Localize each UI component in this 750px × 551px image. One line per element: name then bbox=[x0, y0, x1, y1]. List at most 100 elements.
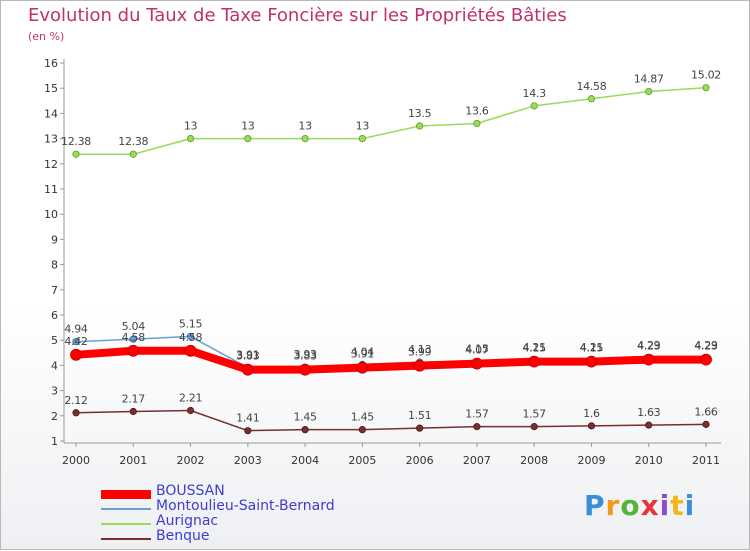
data-label: 1.6 bbox=[583, 407, 600, 420]
x-tick-label: 2007 bbox=[463, 454, 491, 467]
data-label: 1.66 bbox=[694, 405, 718, 418]
data-label: 4.15 bbox=[523, 342, 547, 355]
x-tick-label: 2011 bbox=[692, 454, 720, 467]
data-point bbox=[186, 135, 195, 143]
data-label: 4.23 bbox=[637, 340, 661, 353]
data-label: 4.23 bbox=[694, 340, 718, 353]
data-label: 2.21 bbox=[179, 392, 202, 405]
data-label: 12.38 bbox=[61, 135, 91, 148]
data-point bbox=[301, 135, 309, 143]
x-tick-label: 2004 bbox=[291, 454, 319, 467]
y-tick-label: 2 bbox=[51, 410, 58, 423]
x-tick-label: 2000 bbox=[62, 454, 90, 467]
y-tick-label: 9 bbox=[51, 233, 58, 246]
data-point bbox=[702, 420, 710, 428]
data-label: 13 bbox=[241, 120, 255, 133]
data-point bbox=[72, 409, 80, 417]
data-point bbox=[528, 355, 541, 368]
data-label: 1.41 bbox=[236, 412, 259, 425]
data-label: 1.63 bbox=[637, 406, 661, 419]
data-label: 4.21 bbox=[580, 341, 603, 354]
data-point bbox=[129, 150, 137, 158]
y-tick-label: 10 bbox=[44, 208, 58, 221]
data-point bbox=[129, 407, 137, 416]
data-point bbox=[702, 84, 710, 92]
data-label: 1.45 bbox=[293, 411, 317, 424]
data-label: 1.57 bbox=[523, 408, 547, 421]
legend-swatch bbox=[101, 489, 151, 499]
x-tick-label: 2003 bbox=[234, 454, 262, 467]
x-tick-label: 2002 bbox=[177, 454, 205, 467]
data-point bbox=[72, 150, 80, 158]
series-line-benque bbox=[75, 409, 707, 432]
data-point bbox=[186, 406, 195, 415]
data-point bbox=[127, 344, 140, 357]
data-label: 4.04 bbox=[351, 345, 375, 358]
legend-label: Aurignac bbox=[156, 513, 219, 529]
data-point bbox=[585, 355, 598, 368]
legend-label: Benque bbox=[156, 528, 210, 544]
data-point bbox=[530, 423, 538, 431]
legend-swatch bbox=[101, 523, 151, 525]
data-label: 4.15 bbox=[580, 342, 604, 355]
data-label: 3.91 bbox=[351, 348, 374, 361]
data-label: 13.6 bbox=[465, 104, 489, 117]
data-point bbox=[299, 363, 311, 376]
legend-swatch bbox=[101, 538, 151, 540]
series-line-aurignac bbox=[75, 86, 707, 155]
data-point bbox=[244, 135, 252, 143]
data-point bbox=[473, 119, 481, 128]
data-label: 12.38 bbox=[118, 135, 148, 148]
data-label: 5.15 bbox=[179, 317, 203, 330]
y-tick-label: 13 bbox=[44, 133, 58, 146]
data-label: 4.15 bbox=[465, 343, 489, 356]
logo-letter: o bbox=[620, 489, 641, 522]
logo-letter: i bbox=[659, 489, 671, 522]
data-label: 4.42 bbox=[64, 335, 87, 348]
y-tick-label: 4 bbox=[51, 359, 58, 372]
data-label: 2.12 bbox=[64, 394, 87, 407]
data-label: 1.45 bbox=[351, 411, 375, 424]
y-tick-label: 15 bbox=[44, 82, 58, 95]
x-tick-label: 2008 bbox=[520, 454, 548, 467]
data-point bbox=[358, 426, 366, 434]
data-label: 4.07 bbox=[465, 344, 489, 357]
series-line-boussan bbox=[72, 346, 710, 374]
data-point bbox=[244, 427, 252, 435]
data-point bbox=[530, 102, 538, 110]
data-point bbox=[356, 361, 369, 374]
logo-letter: r bbox=[605, 489, 621, 522]
data-label: 3.93 bbox=[293, 348, 317, 361]
data-point bbox=[358, 135, 366, 143]
data-label: 3.99 bbox=[408, 346, 432, 359]
data-point bbox=[642, 353, 655, 366]
data-label: 2.17 bbox=[122, 393, 146, 406]
data-point bbox=[473, 423, 481, 431]
logo-letter: x bbox=[640, 489, 660, 522]
logo-letter: i bbox=[684, 489, 696, 522]
data-label: 13 bbox=[298, 120, 312, 133]
y-tick-label: 6 bbox=[51, 309, 58, 322]
data-label: 14.58 bbox=[576, 80, 606, 93]
data-point bbox=[587, 95, 596, 103]
legend-swatch bbox=[101, 508, 151, 510]
data-label: 4.94 bbox=[64, 323, 88, 336]
data-point bbox=[587, 422, 596, 430]
y-tick-label: 8 bbox=[51, 259, 58, 272]
y-tick-label: 11 bbox=[44, 183, 58, 196]
data-label: 14.87 bbox=[634, 72, 664, 85]
logo-letter: P bbox=[584, 489, 606, 522]
data-point bbox=[72, 338, 80, 346]
data-label: 4.21 bbox=[523, 341, 546, 354]
data-point bbox=[129, 335, 137, 343]
x-tick-label: 2001 bbox=[119, 454, 147, 467]
data-label: 3.91 bbox=[236, 349, 259, 362]
data-label: 13 bbox=[356, 120, 370, 133]
data-point bbox=[471, 357, 483, 370]
chart-subtitle: (en %) bbox=[28, 30, 65, 43]
data-label: 4.29 bbox=[637, 339, 661, 352]
data-label: 3.83 bbox=[293, 350, 317, 363]
y-tick-label: 16 bbox=[44, 57, 58, 70]
